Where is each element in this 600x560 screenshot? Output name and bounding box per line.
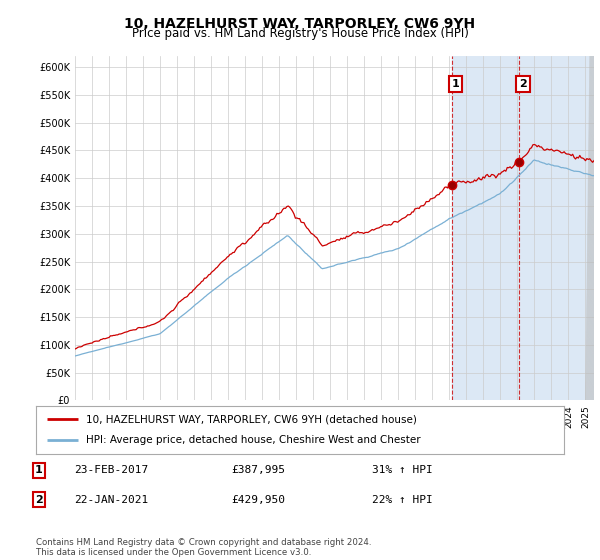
Text: 2: 2	[35, 494, 43, 505]
Text: Contains HM Land Registry data © Crown copyright and database right 2024.
This d: Contains HM Land Registry data © Crown c…	[36, 538, 371, 557]
Text: 10, HAZELHURST WAY, TARPORLEY, CW6 9YH (detached house): 10, HAZELHURST WAY, TARPORLEY, CW6 9YH (…	[86, 414, 417, 424]
Bar	[518, 56, 594, 400]
Text: £387,995: £387,995	[231, 465, 285, 475]
Text: 31% ↑ HPI: 31% ↑ HPI	[371, 465, 433, 475]
Text: 22-JAN-2021: 22-JAN-2021	[74, 494, 148, 505]
Bar	[586, 56, 594, 400]
Bar	[452, 56, 518, 400]
Text: 2: 2	[519, 79, 527, 89]
Text: £429,950: £429,950	[231, 494, 285, 505]
Text: 22% ↑ HPI: 22% ↑ HPI	[371, 494, 433, 505]
Text: 1: 1	[452, 79, 460, 89]
Text: 1: 1	[35, 465, 43, 475]
Text: 10, HAZELHURST WAY, TARPORLEY, CW6 9YH: 10, HAZELHURST WAY, TARPORLEY, CW6 9YH	[124, 17, 476, 31]
Text: 23-FEB-2017: 23-FEB-2017	[74, 465, 148, 475]
Text: HPI: Average price, detached house, Cheshire West and Chester: HPI: Average price, detached house, Ches…	[86, 435, 421, 445]
Text: Price paid vs. HM Land Registry's House Price Index (HPI): Price paid vs. HM Land Registry's House …	[131, 27, 469, 40]
